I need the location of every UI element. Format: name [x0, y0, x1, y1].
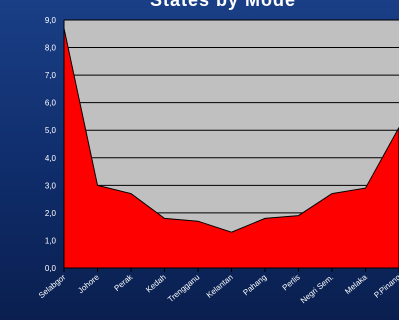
y-tick-label: 6,0 — [45, 99, 57, 108]
x-tick-label: Negri Sem. — [299, 273, 335, 306]
x-tick-label: Melaka — [343, 272, 369, 296]
y-tick-label: 2,0 — [45, 209, 57, 218]
x-tick-label: Trengganu — [166, 273, 201, 305]
x-tick-label: Kedah — [144, 273, 168, 295]
chart-title: States by Mode — [150, 0, 297, 10]
y-axis: 0,0 1,0 2,0 3,0 4,0 5,0 6,0 7,0 8,0 9,0 — [45, 16, 65, 273]
x-tick-label: Selabgor — [37, 272, 68, 300]
x-tick-label: P.Pinang — [372, 273, 399, 300]
y-tick-label: 9,0 — [45, 16, 57, 25]
y-tick-label: 3,0 — [45, 181, 57, 190]
x-tick-label: Perlis — [281, 273, 302, 293]
y-tick-label: 4,0 — [45, 154, 57, 163]
x-tick-label: Kelantan — [205, 273, 235, 300]
y-tick-label: 0,0 — [45, 264, 57, 273]
x-tick-label: Pahang — [241, 273, 268, 298]
x-tick-label: Johore — [76, 272, 101, 295]
area-fill — [63, 28, 399, 269]
y-tick-label: 8,0 — [45, 44, 57, 53]
y-tick-label: 7,0 — [45, 71, 57, 80]
y-tick-label: 1,0 — [45, 236, 57, 245]
y-tick-label: 5,0 — [45, 126, 57, 135]
series-area — [63, 28, 399, 269]
x-tick-label: Perak — [112, 272, 135, 293]
